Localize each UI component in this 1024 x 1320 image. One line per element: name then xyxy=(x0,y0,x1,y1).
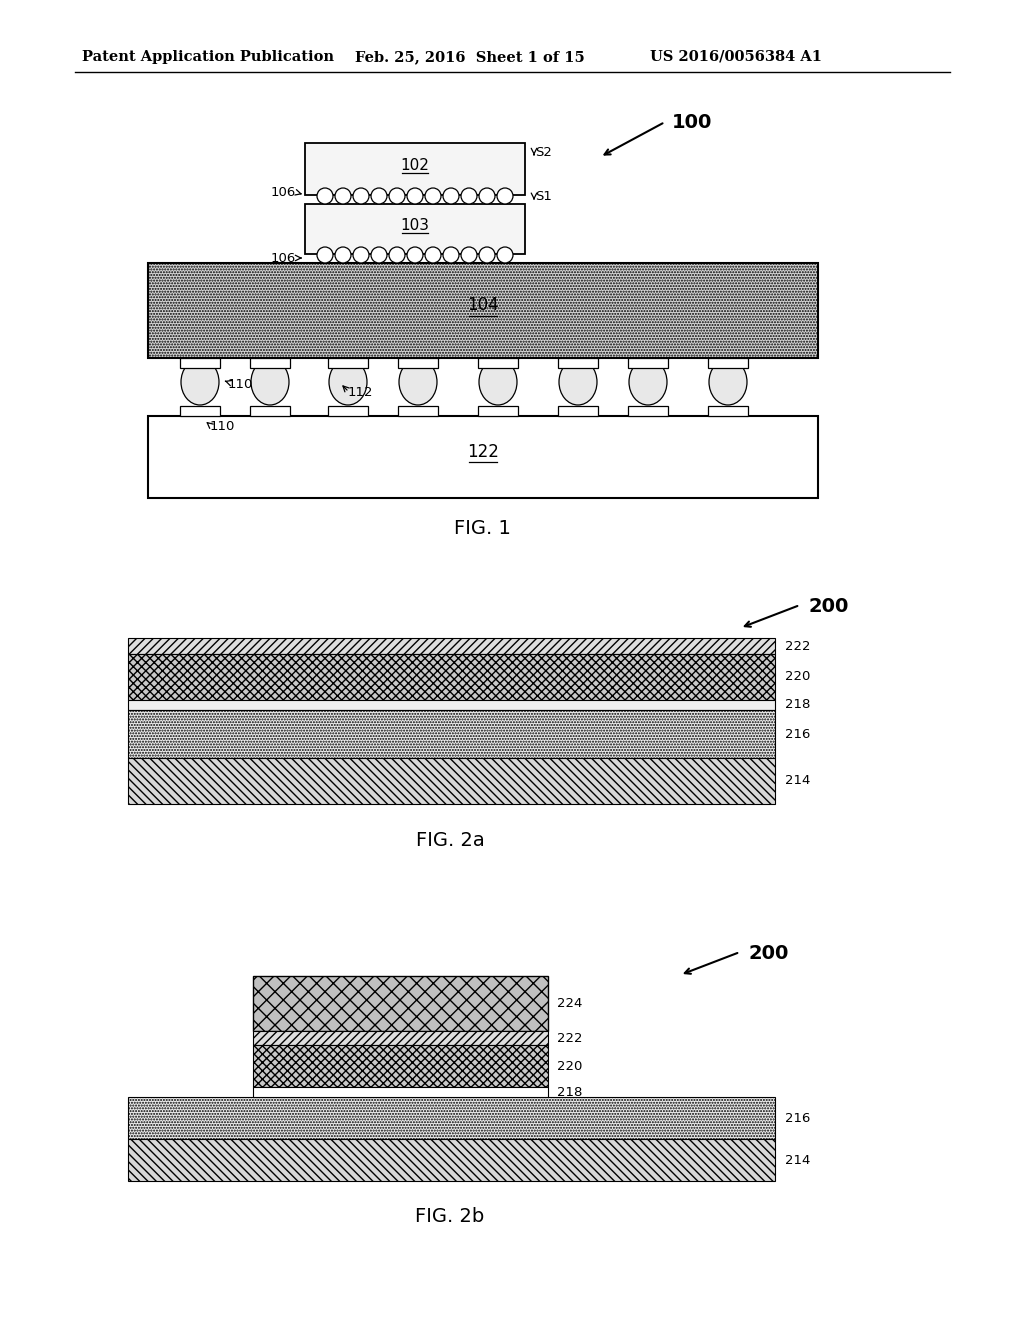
Text: 110: 110 xyxy=(210,421,236,433)
Text: 100: 100 xyxy=(672,114,713,132)
Text: FIG. 1: FIG. 1 xyxy=(454,519,510,537)
Bar xyxy=(253,1031,548,1045)
Bar xyxy=(250,407,290,416)
Text: 216: 216 xyxy=(785,727,810,741)
Bar xyxy=(398,407,438,416)
Circle shape xyxy=(335,247,351,263)
Circle shape xyxy=(317,247,333,263)
Bar xyxy=(180,407,220,416)
Text: US 2016/0056384 A1: US 2016/0056384 A1 xyxy=(650,50,822,63)
Circle shape xyxy=(443,247,459,263)
Bar xyxy=(328,358,368,368)
Bar xyxy=(708,358,748,368)
Circle shape xyxy=(479,247,495,263)
Circle shape xyxy=(371,187,387,205)
Text: 110: 110 xyxy=(228,378,253,391)
Text: FIG. 2b: FIG. 2b xyxy=(416,1208,484,1226)
Text: Patent Application Publication: Patent Application Publication xyxy=(82,50,334,63)
Ellipse shape xyxy=(329,359,367,405)
Circle shape xyxy=(461,247,477,263)
Text: 102: 102 xyxy=(400,157,429,173)
Text: 218: 218 xyxy=(557,1085,583,1098)
Ellipse shape xyxy=(479,359,517,405)
Text: 106: 106 xyxy=(270,186,296,199)
Circle shape xyxy=(389,187,406,205)
Bar xyxy=(305,205,525,253)
Bar xyxy=(558,407,598,416)
Bar xyxy=(180,358,220,368)
Bar xyxy=(253,975,548,1031)
Circle shape xyxy=(371,247,387,263)
Text: 122: 122 xyxy=(467,444,499,461)
Circle shape xyxy=(425,187,441,205)
Ellipse shape xyxy=(399,359,437,405)
Bar xyxy=(128,638,775,653)
Circle shape xyxy=(479,187,495,205)
Bar xyxy=(305,143,525,195)
Circle shape xyxy=(407,187,423,205)
Bar xyxy=(128,653,775,700)
Text: 224: 224 xyxy=(557,997,583,1010)
Bar xyxy=(478,358,518,368)
Ellipse shape xyxy=(559,359,597,405)
Circle shape xyxy=(353,187,369,205)
Text: 222: 222 xyxy=(557,1031,583,1044)
Bar xyxy=(708,407,748,416)
Bar xyxy=(398,358,438,368)
Bar xyxy=(128,1097,775,1139)
Text: S2: S2 xyxy=(535,145,552,158)
Circle shape xyxy=(389,247,406,263)
Bar xyxy=(628,407,668,416)
Circle shape xyxy=(353,247,369,263)
Text: 106: 106 xyxy=(270,252,296,264)
Ellipse shape xyxy=(629,359,667,405)
Bar xyxy=(253,1045,548,1086)
Bar xyxy=(148,263,818,358)
Text: 214: 214 xyxy=(785,775,810,788)
Bar xyxy=(628,358,668,368)
Ellipse shape xyxy=(251,359,289,405)
Bar xyxy=(148,416,818,498)
Bar xyxy=(328,407,368,416)
Circle shape xyxy=(497,187,513,205)
Text: S1: S1 xyxy=(535,190,552,202)
Circle shape xyxy=(335,187,351,205)
Circle shape xyxy=(497,247,513,263)
Text: 200: 200 xyxy=(748,944,788,964)
Circle shape xyxy=(317,187,333,205)
Circle shape xyxy=(425,247,441,263)
Bar xyxy=(253,1086,548,1097)
Text: 216: 216 xyxy=(785,1111,810,1125)
Text: 220: 220 xyxy=(785,671,810,684)
Bar xyxy=(128,1139,775,1181)
Text: 104: 104 xyxy=(467,297,499,314)
Text: Feb. 25, 2016  Sheet 1 of 15: Feb. 25, 2016 Sheet 1 of 15 xyxy=(355,50,585,63)
Bar xyxy=(128,710,775,758)
Bar xyxy=(478,407,518,416)
Text: 220: 220 xyxy=(557,1060,583,1072)
Circle shape xyxy=(461,187,477,205)
Text: 103: 103 xyxy=(400,218,429,232)
Circle shape xyxy=(407,247,423,263)
Text: 222: 222 xyxy=(785,639,811,652)
Bar xyxy=(128,758,775,804)
Text: FIG. 2a: FIG. 2a xyxy=(416,830,484,850)
Bar xyxy=(128,700,775,710)
Ellipse shape xyxy=(181,359,219,405)
Text: 214: 214 xyxy=(785,1154,810,1167)
Bar xyxy=(250,358,290,368)
Text: 218: 218 xyxy=(785,698,810,711)
Text: 112: 112 xyxy=(348,387,374,400)
Circle shape xyxy=(443,187,459,205)
Text: 200: 200 xyxy=(808,597,848,616)
Ellipse shape xyxy=(709,359,746,405)
Bar xyxy=(558,358,598,368)
